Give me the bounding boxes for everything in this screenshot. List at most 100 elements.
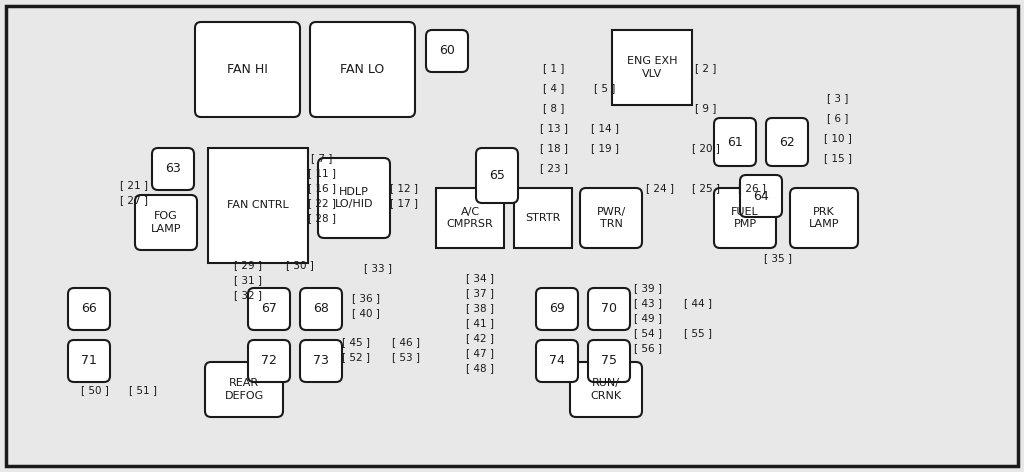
FancyBboxPatch shape: [208, 148, 308, 263]
Text: [ 38 ]: [ 38 ]: [466, 303, 494, 313]
Text: A/C
CMPRSR: A/C CMPRSR: [446, 207, 494, 229]
Text: [ 34 ]: [ 34 ]: [466, 273, 494, 283]
Text: 62: 62: [779, 135, 795, 149]
FancyBboxPatch shape: [588, 340, 630, 382]
FancyBboxPatch shape: [536, 340, 578, 382]
FancyBboxPatch shape: [300, 288, 342, 330]
Text: [ 43 ]: [ 43 ]: [634, 298, 662, 308]
Text: [ 42 ]: [ 42 ]: [466, 333, 494, 343]
FancyBboxPatch shape: [6, 6, 1018, 466]
Text: [ 7 ]: [ 7 ]: [311, 153, 333, 163]
FancyBboxPatch shape: [514, 188, 572, 248]
FancyBboxPatch shape: [300, 340, 342, 382]
Text: [ 27 ]: [ 27 ]: [120, 195, 148, 205]
Text: HDLP
LO/HID: HDLP LO/HID: [335, 187, 374, 209]
FancyBboxPatch shape: [152, 148, 194, 190]
FancyBboxPatch shape: [310, 22, 415, 117]
Text: 74: 74: [549, 354, 565, 368]
FancyBboxPatch shape: [580, 188, 642, 248]
Text: [ 37 ]: [ 37 ]: [466, 288, 494, 298]
Text: 61: 61: [727, 135, 742, 149]
Text: [ 9 ]: [ 9 ]: [695, 103, 717, 113]
Text: [ 41 ]: [ 41 ]: [466, 318, 494, 328]
FancyBboxPatch shape: [536, 288, 578, 330]
Text: 73: 73: [313, 354, 329, 368]
Text: [ 30 ]: [ 30 ]: [286, 260, 314, 270]
Text: [ 2 ]: [ 2 ]: [695, 63, 717, 73]
FancyBboxPatch shape: [68, 340, 110, 382]
Text: FUEL
PMP: FUEL PMP: [731, 207, 759, 229]
Text: 75: 75: [601, 354, 617, 368]
FancyBboxPatch shape: [570, 362, 642, 417]
Text: ENG EXH
VLV: ENG EXH VLV: [627, 56, 677, 79]
FancyBboxPatch shape: [612, 30, 692, 105]
Text: [ 29 ]: [ 29 ]: [234, 260, 262, 270]
FancyBboxPatch shape: [766, 118, 808, 166]
Text: [ 55 ]: [ 55 ]: [684, 328, 712, 338]
FancyBboxPatch shape: [436, 188, 504, 248]
FancyBboxPatch shape: [318, 158, 390, 238]
Text: 60: 60: [439, 44, 455, 58]
Text: [ 10 ]: [ 10 ]: [824, 133, 852, 143]
Text: 64: 64: [753, 189, 769, 202]
Text: 71: 71: [81, 354, 97, 368]
Text: [ 54 ]: [ 54 ]: [634, 328, 662, 338]
Text: 72: 72: [261, 354, 276, 368]
Text: [ 26 ]: [ 26 ]: [738, 183, 766, 193]
FancyBboxPatch shape: [135, 195, 197, 250]
FancyBboxPatch shape: [205, 362, 283, 417]
FancyBboxPatch shape: [740, 175, 782, 217]
Text: [ 20 ]: [ 20 ]: [692, 143, 720, 153]
Text: FAN LO: FAN LO: [340, 63, 385, 76]
FancyBboxPatch shape: [714, 188, 776, 248]
Text: [ 4 ]: [ 4 ]: [544, 83, 564, 93]
Text: [ 53 ]: [ 53 ]: [392, 352, 420, 362]
FancyBboxPatch shape: [790, 188, 858, 248]
Text: [ 15 ]: [ 15 ]: [824, 153, 852, 163]
Text: [ 50 ]: [ 50 ]: [81, 385, 109, 395]
FancyBboxPatch shape: [248, 288, 290, 330]
Text: PWR/
TRN: PWR/ TRN: [596, 207, 626, 229]
FancyBboxPatch shape: [195, 22, 300, 117]
Text: [ 44 ]: [ 44 ]: [684, 298, 712, 308]
Text: [ 16 ]: [ 16 ]: [308, 183, 336, 193]
Text: [ 33 ]: [ 33 ]: [364, 263, 392, 273]
Text: FAN CNTRL: FAN CNTRL: [227, 201, 289, 211]
Text: [ 12 ]: [ 12 ]: [390, 183, 418, 193]
FancyBboxPatch shape: [714, 118, 756, 166]
FancyBboxPatch shape: [248, 340, 290, 382]
Text: RUN/
CRNK: RUN/ CRNK: [591, 378, 622, 401]
Text: [ 32 ]: [ 32 ]: [234, 290, 262, 300]
Text: FAN HI: FAN HI: [227, 63, 268, 76]
Text: [ 17 ]: [ 17 ]: [390, 198, 418, 208]
Text: [ 47 ]: [ 47 ]: [466, 348, 494, 358]
Text: [ 48 ]: [ 48 ]: [466, 363, 494, 373]
FancyBboxPatch shape: [476, 148, 518, 203]
Text: [ 13 ]: [ 13 ]: [540, 123, 568, 133]
Text: 67: 67: [261, 303, 276, 315]
Text: [ 19 ]: [ 19 ]: [591, 143, 618, 153]
Text: 68: 68: [313, 303, 329, 315]
Text: FOG
LAMP: FOG LAMP: [151, 211, 181, 234]
Text: [ 14 ]: [ 14 ]: [591, 123, 618, 133]
Text: 69: 69: [549, 303, 565, 315]
Text: [ 28 ]: [ 28 ]: [308, 213, 336, 223]
Text: 70: 70: [601, 303, 617, 315]
Text: [ 52 ]: [ 52 ]: [342, 352, 370, 362]
Text: [ 18 ]: [ 18 ]: [540, 143, 568, 153]
Text: [ 11 ]: [ 11 ]: [308, 168, 336, 178]
Text: [ 39 ]: [ 39 ]: [634, 283, 662, 293]
Text: 65: 65: [489, 169, 505, 182]
Text: [ 45 ]: [ 45 ]: [342, 337, 370, 347]
Text: [ 51 ]: [ 51 ]: [129, 385, 157, 395]
Text: [ 49 ]: [ 49 ]: [634, 313, 662, 323]
Text: [ 6 ]: [ 6 ]: [827, 113, 849, 123]
Text: [ 35 ]: [ 35 ]: [764, 253, 792, 263]
Text: [ 22 ]: [ 22 ]: [308, 198, 336, 208]
FancyBboxPatch shape: [426, 30, 468, 72]
Text: PRK
LAMP: PRK LAMP: [809, 207, 840, 229]
Text: [ 8 ]: [ 8 ]: [544, 103, 564, 113]
Text: [ 21 ]: [ 21 ]: [120, 180, 148, 190]
Text: [ 24 ]: [ 24 ]: [646, 183, 674, 193]
Text: [ 36 ]: [ 36 ]: [352, 293, 380, 303]
